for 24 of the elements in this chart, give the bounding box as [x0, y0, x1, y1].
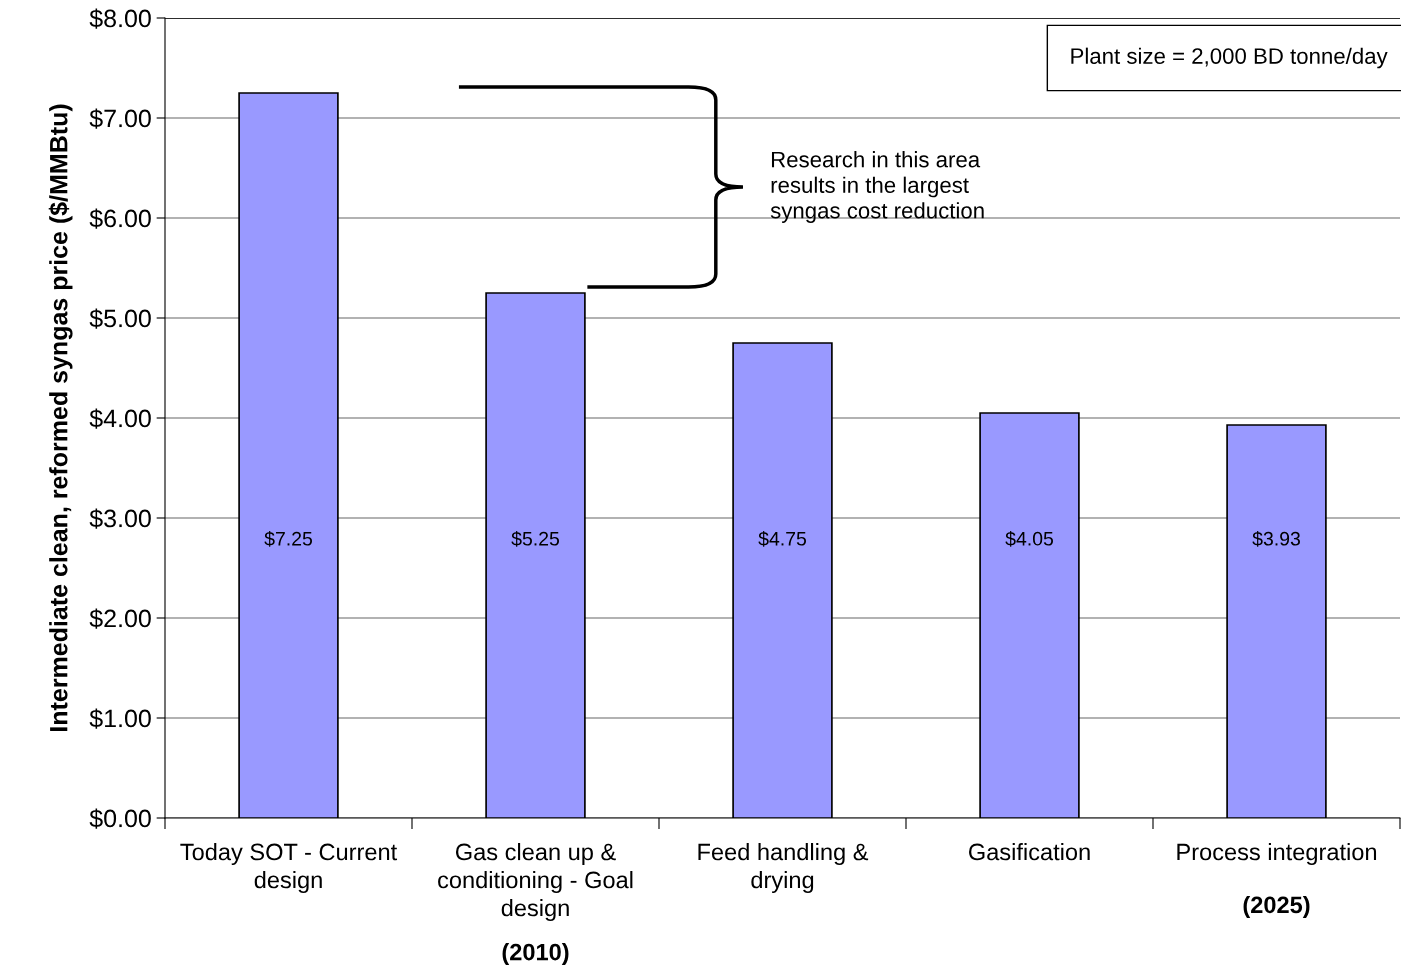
y-tick-label: $6.00 [89, 208, 151, 229]
y-tick-label: $8.00 [89, 8, 151, 29]
x-tick-label: Feed handling & drying [698, 843, 869, 894]
annotation: Research in this area results in the largest syngas cost reduction [770, 151, 984, 223]
y-tick-label: $5.00 [89, 308, 151, 329]
text: (2025) [1243, 895, 1310, 918]
x-tick-label: Gasification [969, 843, 1090, 861]
y-tick-label: $3.00 [89, 508, 151, 529]
y-tick-label: $4.00 [89, 408, 151, 429]
y-axis-title: Intermediate clean, reformed syngas price ($/MMBtu) [48, 104, 73, 731]
data-label: $3.93 [1252, 531, 1300, 547]
data-label: $4.05 [1005, 531, 1054, 547]
text: (2010) [502, 943, 569, 966]
x-tick-label: Today SOT - Current design [180, 843, 398, 894]
data-label: $5.25 [511, 531, 560, 547]
y-tick-label: $7.00 [89, 108, 151, 129]
y-tick-label: $0.00 [89, 808, 151, 829]
data-label: $4.75 [758, 531, 807, 547]
y-tick-label: $2.00 [89, 608, 151, 629]
annotation: Plant size = 2,000 BD tonne/day [1071, 47, 1388, 69]
x-tick-label: Process integration [1177, 843, 1377, 866]
x-tick-label: Gas clean up & conditioning - Goal design [438, 843, 633, 922]
data-label: $7.25 [264, 531, 313, 547]
y-tick-label: $1.00 [89, 708, 151, 729]
